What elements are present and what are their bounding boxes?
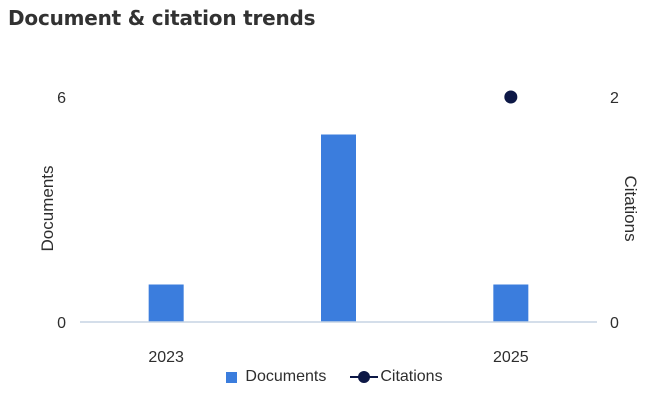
legend-label-citations: Citations	[380, 368, 443, 385]
bar-swatch-icon	[226, 371, 238, 383]
points-layer	[504, 90, 518, 104]
line-dot-swatch-icon	[350, 371, 379, 383]
legend-label-documents: Documents	[245, 368, 327, 385]
bars-layer	[148, 134, 529, 323]
y-right-tick-label: 0	[610, 315, 619, 332]
legend: Documents Citations	[0, 368, 669, 386]
bar-documents[interactable]	[148, 284, 184, 323]
y-left-tick-label: 6	[57, 90, 66, 107]
y-left-axis-label: Documents	[38, 166, 57, 252]
bar-documents[interactable]	[493, 284, 529, 323]
x-tick-label: 2025	[493, 349, 529, 366]
y-right-axis-label: Citations	[621, 175, 640, 241]
legend-item-citations[interactable]: Citations	[350, 368, 443, 386]
x-tick-labels: 2023 2025	[148, 349, 528, 366]
y-left-tick-label: 0	[57, 315, 66, 332]
point-citations[interactable]	[504, 90, 518, 104]
legend-item-documents[interactable]: Documents	[226, 368, 326, 386]
x-tick-label: 2023	[148, 349, 184, 366]
bar-documents[interactable]	[321, 134, 356, 323]
chart-title: Document & citation trends	[8, 6, 316, 30]
y-right-tick-label: 2	[610, 90, 619, 107]
